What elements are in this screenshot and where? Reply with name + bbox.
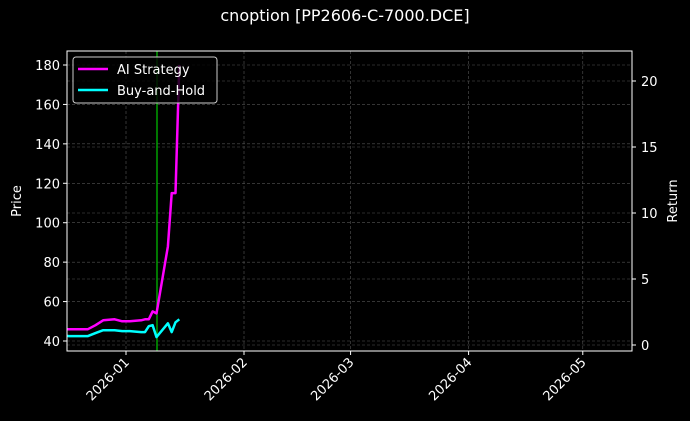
y-tick-label-left: 40 xyxy=(43,335,60,350)
y-tick-label-left: 120 xyxy=(35,177,60,192)
y-tick-label-left: 60 xyxy=(43,296,60,311)
plot-frame xyxy=(66,50,633,352)
y-tick-label-right: 10 xyxy=(641,207,658,222)
y-axis-label-left: Price xyxy=(10,185,25,217)
y-axis-label-right: Return xyxy=(666,179,681,222)
y-tick-label-left: 140 xyxy=(35,138,60,153)
y-tick-label-left: 180 xyxy=(35,59,60,74)
series-buy-and-hold xyxy=(67,318,181,339)
y-tick-label-left: 80 xyxy=(43,256,60,271)
series-ai-strategy xyxy=(67,64,181,331)
x-tick-label: 2026-05 xyxy=(541,355,590,404)
grid-lines xyxy=(67,51,632,351)
y-tick-label-right: 20 xyxy=(641,75,658,90)
legend-label-buy-and-hold: Buy-and-Hold xyxy=(117,84,205,99)
x-tick-label: 2026-01 xyxy=(84,355,133,404)
x-tick-label: 2026-04 xyxy=(426,355,475,404)
y-tick-label-right: 5 xyxy=(641,273,649,288)
y-tick-label-left: 160 xyxy=(35,98,60,113)
legend-label-ai-strategy: AI Strategy xyxy=(117,63,190,78)
x-tick-label: 2026-03 xyxy=(308,355,357,404)
legend: AI Strategy Buy-and-Hold xyxy=(72,56,218,104)
y-tick-label-left: 100 xyxy=(35,217,60,232)
axis-ticks: 2026-01 2026-02 2026-03 2026-04 2026-05 40 60 8… xyxy=(35,59,657,404)
y-tick-label-right: 0 xyxy=(641,339,649,354)
chart-title: cnoption [PP2606-C-7000.DCE] xyxy=(220,6,470,25)
y-tick-label-right: 15 xyxy=(641,141,658,156)
series-lines xyxy=(67,64,181,339)
x-tick-label: 2026-02 xyxy=(202,355,251,404)
